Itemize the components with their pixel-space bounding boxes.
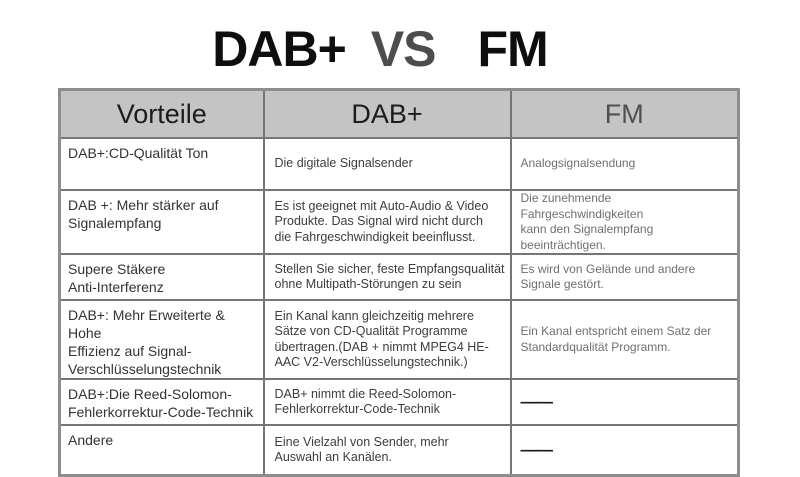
cell-row1-dab: Es ist geeignet mit Auto-Audio & Video P… xyxy=(262,189,512,255)
cell-row2-vorteile: Supere Stäkere Anti-Interferenz xyxy=(58,253,265,301)
column-header-vorteile: Vorteile xyxy=(58,88,265,139)
table-row: Supere Stäkere Anti-Interferenz Stellen … xyxy=(58,253,740,301)
table-row: DAB +: Mehr stärker auf Signalempfang Es… xyxy=(58,189,740,255)
cell-row2-dab: Stellen Sie sicher, feste Empfangsqualit… xyxy=(262,253,512,301)
column-header-fm: FM xyxy=(509,88,740,139)
table-row: DAB+: Mehr Erweiterte & Hohe Effizienz a… xyxy=(58,299,740,380)
title-fm: FM xyxy=(477,21,549,77)
cell-row0-fm: Analogsignalsendung xyxy=(509,137,740,191)
cell-row3-vorteile: DAB+: Mehr Erweiterte & Hohe Effizienz a… xyxy=(58,299,265,380)
cell-row2-fm: Es wird von Gelände und andere Signale g… xyxy=(509,253,740,301)
cell-row4-fm-dash: —— xyxy=(509,378,740,426)
cell-row5-dab: Eine Vielzahl von Sender, mehr Auswahl a… xyxy=(262,424,512,477)
table-header-row: Vorteile DAB+ FM xyxy=(58,88,740,139)
table-row: DAB+:Die Reed-Solomon- Fehlerkorrektur-C… xyxy=(58,378,740,426)
page-title: DAB+ VS FM xyxy=(0,20,760,78)
title-dab: DAB+ xyxy=(212,21,347,77)
cell-row0-vorteile: DAB+:CD-Qualität Ton xyxy=(58,137,265,191)
cell-row5-fm-dash: —— xyxy=(509,424,740,477)
cell-row1-vorteile: DAB +: Mehr stärker auf Signalempfang xyxy=(58,189,265,255)
table-row: DAB+:CD-Qualität Ton Die digitale Signal… xyxy=(58,137,740,191)
comparison-table: Vorteile DAB+ FM DAB+:CD-Qualität Ton Di… xyxy=(58,88,740,477)
title-vs: VS xyxy=(370,21,437,77)
column-header-dab: DAB+ xyxy=(262,88,512,139)
cell-row3-fm: Ein Kanal entspricht einem Satz der Stan… xyxy=(509,299,740,380)
cell-row4-dab: DAB+ nimmt die Reed-Solomon- Fehlerkorre… xyxy=(262,378,512,426)
table-row: Andere Eine Vielzahl von Sender, mehr Au… xyxy=(58,424,740,477)
cell-row3-dab: Ein Kanal kann gleichzeitig mehrere Sätz… xyxy=(262,299,512,380)
cell-row1-fm: Die zunehmende Fahrgeschwindigkeiten kan… xyxy=(509,189,740,255)
cell-row4-vorteile: DAB+:Die Reed-Solomon- Fehlerkorrektur-C… xyxy=(58,378,265,426)
cell-row5-vorteile: Andere xyxy=(58,424,265,477)
cell-row0-dab: Die digitale Signalsender xyxy=(262,137,512,191)
